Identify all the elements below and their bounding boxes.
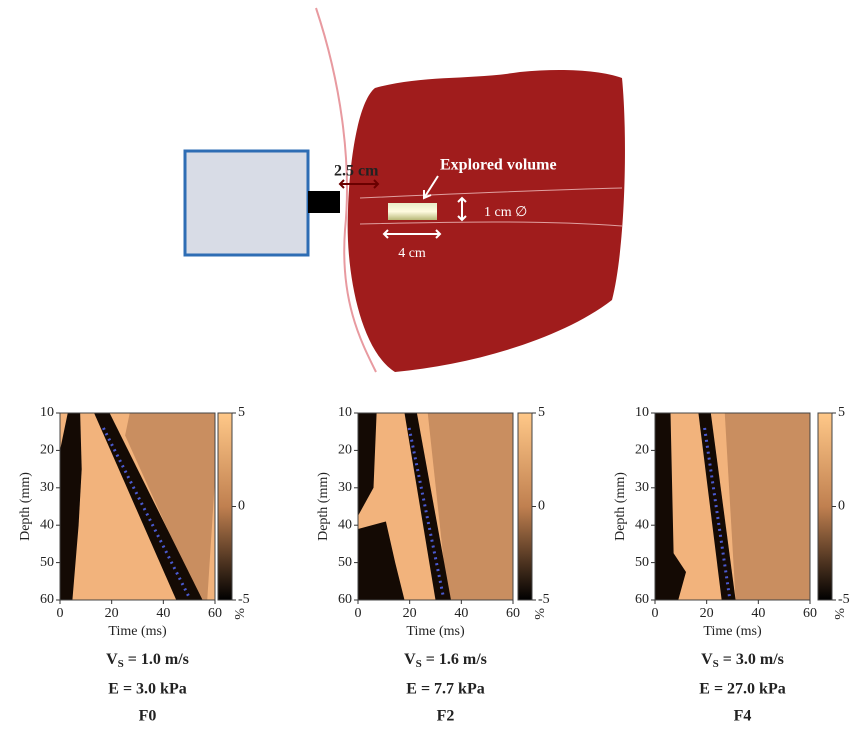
colorbar-tick-label: -5	[238, 592, 250, 607]
diameter-label: 1 cm ∅	[484, 205, 527, 220]
x-axis-label: Time (ms)	[703, 624, 762, 639]
colorbar-tick-label: 5	[238, 405, 245, 420]
colorbar-tick-label: -5	[538, 592, 550, 607]
y-tick-label: 20	[338, 443, 352, 458]
shear-velocity: VS = 3.0 m/s	[701, 651, 784, 670]
y-tick-label: 30	[40, 480, 54, 495]
x-tick-label: 60	[803, 606, 817, 621]
elasticity: E = 3.0 kPa	[108, 681, 186, 698]
x-axis-label: Time (ms)	[406, 624, 465, 639]
fibrosis-stage: F2	[437, 708, 455, 725]
length-label: 4 cm	[398, 246, 426, 261]
shear-velocity: VS = 1.0 m/s	[106, 651, 189, 670]
y-tick-label: 10	[338, 405, 352, 420]
y-axis-label: Depth (mm)	[613, 472, 628, 541]
velocity-value: = 1.0 m/s	[124, 651, 189, 668]
y-tick-label: 20	[40, 443, 54, 458]
elasticity: E = 7.7 kPa	[406, 681, 484, 698]
y-tick-label: 40	[635, 517, 649, 532]
y-tick-label: 50	[635, 555, 649, 570]
colorbar	[218, 413, 232, 600]
x-tick-label: 20	[105, 606, 119, 621]
y-tick-label: 20	[635, 443, 649, 458]
colorbar	[518, 413, 532, 600]
x-tick-label: 20	[403, 606, 417, 621]
fibrosis-stage: F0	[139, 708, 157, 725]
probe-box	[185, 151, 308, 255]
x-tick-label: 0	[652, 606, 659, 621]
colorbar-tick-label: -5	[838, 592, 850, 607]
x-tick-label: 60	[208, 606, 222, 621]
colorbar-unit: %	[231, 608, 246, 620]
colorbar-unit: %	[531, 608, 546, 620]
colorbar-tick-label: 5	[838, 405, 845, 420]
figure: 2.5 cm Explored volume 1 cm ∅ 4 cm 10 20 3…	[0, 0, 865, 729]
y-tick-label: 10	[40, 405, 54, 420]
colorbar	[818, 413, 832, 600]
y-axis-label: Depth (mm)	[18, 472, 33, 541]
x-tick-label: 40	[454, 606, 468, 621]
y-axis-label: Depth (mm)	[316, 472, 331, 541]
y-tick-label: 60	[338, 592, 352, 607]
shear-velocity: VS = 1.6 m/s	[404, 651, 487, 670]
y-tick-label: 40	[40, 517, 54, 532]
y-tick-label: 10	[635, 405, 649, 420]
y-tick-label: 30	[338, 480, 352, 495]
liver	[348, 70, 625, 372]
fibrosis-stage: F4	[734, 708, 752, 725]
y-tick-label: 30	[635, 480, 649, 495]
x-tick-label: 40	[156, 606, 170, 621]
colorbar-tick-label: 0	[838, 499, 845, 514]
elasticity: E = 27.0 kPa	[699, 681, 785, 698]
explored-volume	[388, 203, 437, 220]
velocity-symbol: V	[701, 651, 713, 668]
x-tick-label: 0	[355, 606, 362, 621]
heatmap-region	[725, 413, 810, 600]
velocity-value: = 3.0 m/s	[719, 651, 784, 668]
x-tick-label: 20	[700, 606, 714, 621]
x-axis-label: Time (ms)	[108, 624, 167, 639]
volume-label: Explored volume	[440, 157, 557, 174]
y-tick-label: 60	[40, 592, 54, 607]
velocity-symbol: V	[404, 651, 416, 668]
colorbar-tick-label: 0	[238, 499, 245, 514]
x-tick-label: 60	[506, 606, 520, 621]
y-tick-label: 60	[635, 592, 649, 607]
velocity-symbol: V	[106, 651, 118, 668]
depth-label: 2.5 cm	[334, 163, 379, 180]
x-tick-label: 0	[57, 606, 64, 621]
colorbar-tick-label: 5	[538, 405, 545, 420]
y-tick-label: 40	[338, 517, 352, 532]
y-tick-label: 50	[338, 555, 352, 570]
y-tick-label: 50	[40, 555, 54, 570]
transducer	[308, 191, 340, 213]
velocity-value: = 1.6 m/s	[422, 651, 487, 668]
colorbar-tick-label: 0	[538, 499, 545, 514]
x-tick-label: 40	[751, 606, 765, 621]
colorbar-unit: %	[831, 608, 846, 620]
